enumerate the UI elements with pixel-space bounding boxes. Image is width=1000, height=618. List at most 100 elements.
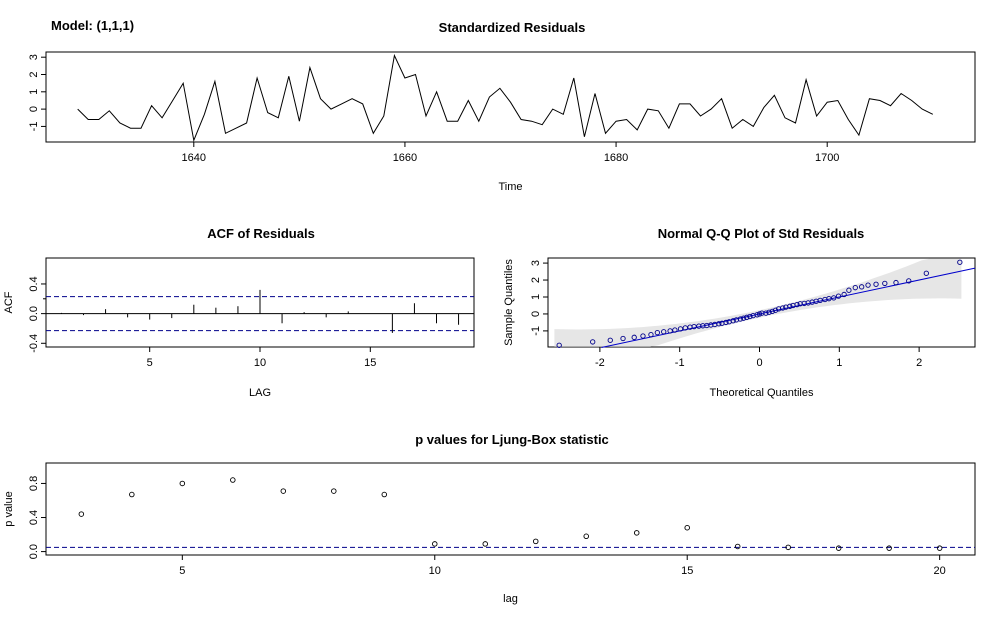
ljungbox-point xyxy=(532,538,539,545)
qq-point xyxy=(763,310,769,316)
acf-x-tick-label: 10 xyxy=(254,357,266,369)
residuals-plot-frame xyxy=(45,51,976,143)
qq-point xyxy=(730,318,736,324)
ljungbox-point xyxy=(785,544,791,551)
qq-point xyxy=(772,307,779,313)
ljungbox-point xyxy=(886,545,892,551)
ljungbox-x-tick-label: 20 xyxy=(934,565,946,577)
acf-x-tick-label: 15 xyxy=(364,357,376,369)
acf-x-tick-label: 5 xyxy=(147,357,153,369)
qq-point xyxy=(556,342,562,348)
qq-point xyxy=(677,326,684,332)
ljungbox-y-tick-label: 0.0 xyxy=(28,544,40,559)
qq-point xyxy=(754,312,760,318)
qq-x-tick-label: 1 xyxy=(836,357,842,369)
residuals-x-tick-label: 1640 xyxy=(182,152,206,164)
qq-x-tick-label: 0 xyxy=(756,357,762,369)
ljungbox-point xyxy=(936,545,943,551)
qq-x-tick-label: 2 xyxy=(916,357,922,369)
qq-point xyxy=(607,337,613,343)
qq-point xyxy=(826,296,832,302)
ljungbox-point xyxy=(583,533,589,540)
qq-point xyxy=(672,327,678,333)
model-label: Model: (1,1,1) xyxy=(51,18,135,33)
ljungbox-point xyxy=(381,491,388,498)
acf-y-tick-label: 0.4 xyxy=(28,276,40,291)
qq-y-tick-label: 1 xyxy=(530,294,542,300)
qq-point xyxy=(747,313,753,320)
ljungbox-point xyxy=(432,541,438,547)
qq-point xyxy=(906,278,912,284)
ljungbox-x-axis-label: lag xyxy=(503,593,518,605)
qq-point xyxy=(835,293,842,299)
qq-point xyxy=(873,281,879,287)
qq-x-axis-label: Theoretical Quantiles xyxy=(710,387,814,399)
residuals-x-tick-label: 1700 xyxy=(815,152,839,164)
qq-point xyxy=(957,259,963,265)
ljungbox-y-tick-label: 0.8 xyxy=(28,476,40,491)
qq-point xyxy=(766,309,772,315)
qq-point xyxy=(667,328,673,334)
ljungbox-point xyxy=(280,488,287,494)
ljungbox-point xyxy=(78,511,85,517)
qq-y-tick-label: 3 xyxy=(530,260,542,266)
qq-point xyxy=(682,325,688,331)
qq-y-tick-label: 0 xyxy=(530,311,542,317)
ljungbox-point xyxy=(734,543,741,550)
ljungbox-point xyxy=(129,491,135,498)
residuals-y-tick-label: 3 xyxy=(28,54,40,60)
ljungbox-point xyxy=(179,480,186,487)
qq-point xyxy=(787,303,793,309)
qq-point xyxy=(841,291,847,298)
ljungbox-title: p values for Ljung-Box statistic xyxy=(415,432,609,447)
qq-x-tick-label: -1 xyxy=(675,357,685,369)
acf-y-axis-label: ACF xyxy=(3,291,15,313)
acf-x-axis-label: LAG xyxy=(249,387,271,399)
qq-point xyxy=(737,316,743,322)
ljungbox-point xyxy=(835,545,842,551)
ljungbox-x-tick-label: 10 xyxy=(429,565,441,577)
qq-point xyxy=(640,333,646,339)
ljungbox-y-axis-label: p value xyxy=(3,491,15,526)
qq-point xyxy=(882,280,888,287)
qq-point xyxy=(769,308,775,315)
qq-point xyxy=(852,285,858,291)
residuals-y-tick-label: 1 xyxy=(28,89,40,95)
residuals-series-line xyxy=(77,53,934,143)
residuals-x-tick-label: 1660 xyxy=(393,152,417,164)
residuals-y-tick-label: 2 xyxy=(28,71,40,77)
qq-point xyxy=(794,301,800,308)
qq-x-tick-label: -2 xyxy=(595,357,605,369)
qq-point xyxy=(817,297,823,304)
qq-point xyxy=(780,305,786,311)
qq-confidence-band xyxy=(554,258,962,347)
acf-y-tick-label: 0.0 xyxy=(28,306,40,321)
ljungbox-y-tick-label: 0.4 xyxy=(28,510,40,525)
qq-point xyxy=(831,295,837,301)
ljungbox-point xyxy=(633,530,640,536)
qq-y-tick-label: 2 xyxy=(530,277,542,283)
qq-point xyxy=(744,314,750,320)
qq-point xyxy=(648,331,654,338)
ljungbox-point xyxy=(230,477,236,483)
qq-point xyxy=(590,339,596,345)
qq-title: Normal Q-Q Plot of Std Residuals xyxy=(658,226,865,241)
qq-y-tick-label: -1 xyxy=(530,326,542,336)
ljungbox-point xyxy=(684,524,690,531)
qq-point xyxy=(631,334,637,340)
qq-point xyxy=(620,335,626,342)
qq-point xyxy=(740,315,747,321)
ljungbox-x-tick-label: 15 xyxy=(681,565,693,577)
acf-y-tick-label: -0.4 xyxy=(28,334,40,353)
qq-y-axis-label: Sample Quantiles xyxy=(503,259,515,346)
ljungbox-x-tick-label: 5 xyxy=(179,565,185,577)
qq-point xyxy=(654,329,660,336)
residuals-x-axis-label: Time xyxy=(498,181,522,193)
qq-point xyxy=(756,311,763,317)
residuals-title: Standardized Residuals xyxy=(439,20,586,35)
qq-point xyxy=(716,321,722,327)
qq-plot-frame xyxy=(547,257,976,348)
qq-point xyxy=(723,319,729,326)
acf-title: ACF of Residuals xyxy=(207,226,315,241)
